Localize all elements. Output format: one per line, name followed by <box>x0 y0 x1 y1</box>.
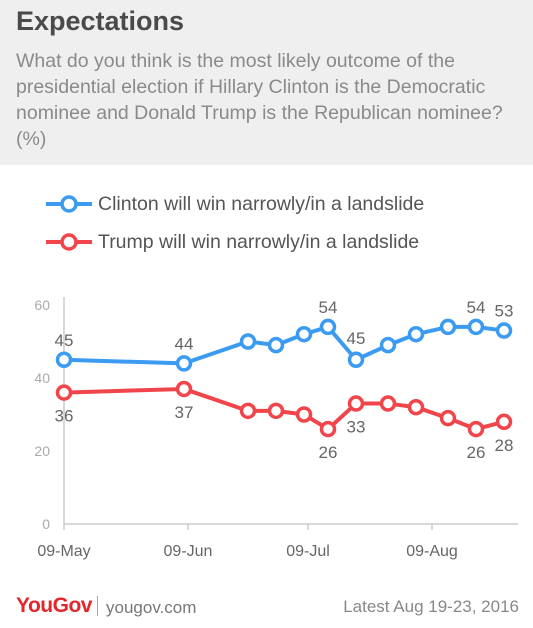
legend-item-trump: Trump will win narrowly/in a landslide <box>44 223 424 261</box>
data-label-clinton: 53 <box>495 302 514 321</box>
legend-label-trump: Trump will win narrowly/in a landslide <box>98 230 420 253</box>
legend-swatch-clinton <box>46 195 92 213</box>
data-point-trump <box>495 413 513 431</box>
y-tick-label: 0 <box>42 516 50 532</box>
data-label-trump: 26 <box>319 443 338 462</box>
yougov-logo: YouGov <box>16 594 92 617</box>
header: Expectations What do you think is the mo… <box>0 0 533 165</box>
data-label-clinton: 45 <box>55 331 74 350</box>
x-tick-label: 09-Jul <box>286 543 330 560</box>
data-point-trump <box>175 380 193 398</box>
data-point-clinton <box>495 322 513 339</box>
data-point-clinton <box>295 325 313 343</box>
legend: Clinton will win narrowly/in a landslide… <box>44 185 424 261</box>
data-label-clinton: 45 <box>347 329 366 348</box>
data-point-clinton <box>379 336 397 354</box>
x-tick-label: 09-Jun <box>164 543 213 560</box>
page-title: Expectations <box>16 6 185 36</box>
data-point-trump <box>319 420 337 438</box>
data-label-clinton: 54 <box>467 298 486 317</box>
latest-date: Latest Aug 19-23, 2016 <box>343 597 519 616</box>
data-point-trump <box>407 398 425 416</box>
data-label-trump: 36 <box>55 407 74 426</box>
data-point-trump <box>55 384 73 401</box>
y-tick-label: 60 <box>34 297 50 313</box>
legend-label-clinton: Clinton will win narrowly/in a landslide <box>98 192 425 215</box>
data-label-trump: 26 <box>467 443 486 462</box>
data-point-clinton <box>467 318 485 336</box>
data-label-clinton: 44 <box>175 334 194 353</box>
legend-item-clinton: Clinton will win narrowly/in a landslide <box>44 185 424 223</box>
data-point-clinton <box>55 351 73 368</box>
y-tick-label: 40 <box>34 370 50 386</box>
data-point-trump <box>347 395 365 412</box>
data-point-trump <box>239 402 257 420</box>
data-point-clinton <box>267 336 285 354</box>
data-point-trump <box>467 420 485 438</box>
data-point-trump <box>267 402 285 420</box>
data-point-clinton <box>239 333 257 350</box>
data-label-trump: 33 <box>347 418 366 437</box>
data-point-clinton <box>407 325 425 343</box>
site-link[interactable]: yougov.com <box>106 598 197 617</box>
line-chart: 0 20 40 60 09-May 09-Jun 09-Jul 09-Aug 45 44 54 45 5… <box>34 297 518 560</box>
x-tick-label: 09-May <box>37 543 90 560</box>
data-point-trump <box>379 395 397 412</box>
y-tick-label: 20 <box>34 443 50 459</box>
data-point-clinton <box>319 318 337 336</box>
data-point-clinton <box>347 351 365 368</box>
data-label-clinton: 54 <box>319 298 338 317</box>
data-point-clinton <box>175 355 193 372</box>
data-label-trump: 37 <box>175 403 194 422</box>
footer: YouGov yougov.com Latest Aug 19-23, 2016 <box>0 590 533 628</box>
footer-divider <box>97 596 98 616</box>
data-label-trump: 28 <box>495 436 514 455</box>
question-text: What do you think is the most likely out… <box>16 50 503 150</box>
data-point-trump <box>295 406 313 423</box>
data-point-trump <box>439 409 457 427</box>
data-point-clinton <box>439 318 457 336</box>
legend-swatch-trump <box>46 233 92 251</box>
x-tick-label: 09-Aug <box>406 543 458 560</box>
